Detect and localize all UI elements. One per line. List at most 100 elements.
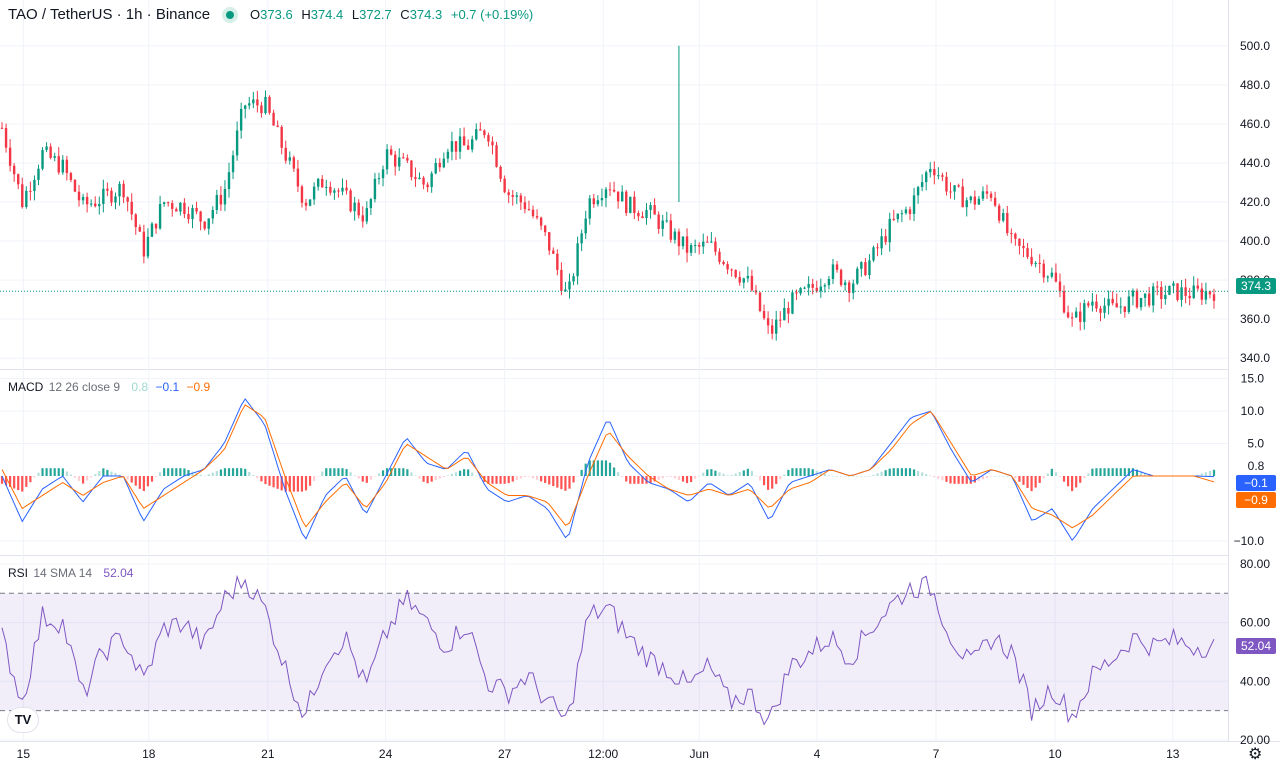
macd-hist-bar bbox=[1139, 471, 1143, 476]
candle-body bbox=[333, 190, 336, 193]
macd-hist-bar bbox=[503, 476, 506, 484]
candle-body bbox=[12, 165, 16, 175]
macd-hist-bar bbox=[381, 470, 385, 476]
symbol-title[interactable]: TAO / TetherUS · 1h · Binance bbox=[8, 6, 211, 23]
macd-hist-bar bbox=[604, 460, 608, 476]
high-value: 374.4 bbox=[310, 7, 344, 22]
candle-body bbox=[406, 157, 409, 161]
candle-body bbox=[1107, 298, 1110, 306]
candle-body bbox=[775, 319, 778, 334]
candle-body bbox=[860, 262, 863, 269]
candle-body bbox=[284, 147, 287, 161]
macd-hist-bar bbox=[1026, 476, 1029, 488]
candle-body bbox=[937, 175, 940, 177]
macd-hist-bar bbox=[98, 471, 101, 476]
macd-hist-bar bbox=[81, 476, 85, 484]
rsi-legend[interactable]: RSI 14 SMA 14 52.04 bbox=[8, 566, 133, 580]
candle-body bbox=[138, 227, 142, 232]
candle-body bbox=[475, 129, 478, 140]
macd-hist-bar bbox=[921, 472, 924, 476]
macd-hist-bar bbox=[1062, 476, 1066, 482]
candle-body bbox=[272, 112, 275, 126]
candle-body bbox=[657, 214, 660, 229]
macd-hist-bar bbox=[973, 476, 976, 483]
settings-gear-icon[interactable]: ⚙ bbox=[1248, 746, 1263, 763]
candle-body bbox=[576, 243, 579, 277]
candle-body bbox=[1074, 311, 1078, 318]
macd-hist-bar bbox=[406, 469, 409, 476]
macd-hist-value: 0.8 bbox=[131, 380, 149, 394]
candle-body bbox=[738, 277, 741, 283]
candle-body bbox=[649, 205, 652, 210]
candle-body bbox=[758, 292, 762, 312]
candle-body bbox=[1147, 293, 1151, 306]
candle-body bbox=[1196, 285, 1199, 289]
candle-body bbox=[369, 199, 373, 209]
candle-body bbox=[880, 236, 883, 249]
candle-body bbox=[762, 311, 766, 319]
tradingview-logo[interactable]: TV bbox=[8, 708, 38, 732]
candle-body bbox=[365, 208, 369, 222]
macd-hist-bar bbox=[953, 476, 956, 484]
candle-body bbox=[211, 209, 214, 219]
candle-body bbox=[471, 139, 474, 150]
macd-hist-bar bbox=[653, 476, 656, 482]
macd-tick-label: 5.0 bbox=[1247, 437, 1264, 451]
macd-hist-bar bbox=[844, 476, 847, 477]
macd-hist-bar bbox=[252, 475, 255, 476]
macd-hist-label: 0.8 bbox=[1236, 458, 1276, 474]
candle-body bbox=[645, 209, 648, 218]
candle-body bbox=[8, 147, 12, 166]
macd-hist-bar bbox=[1022, 476, 1025, 485]
candle-body bbox=[1180, 287, 1183, 300]
macd-hist-bar bbox=[29, 476, 32, 483]
candle-body bbox=[515, 195, 518, 197]
macd-hist-bar bbox=[227, 468, 231, 476]
macd-hist-bar bbox=[957, 476, 960, 484]
macd-hist-bar bbox=[1030, 476, 1033, 492]
candle-body bbox=[527, 209, 531, 211]
macd-legend[interactable]: MACD 12 26 close 9 0.8 −0.1 −0.9 bbox=[8, 380, 210, 394]
low-key: L bbox=[351, 7, 360, 22]
candle-body bbox=[973, 196, 977, 205]
time-tick-label: 12:00 bbox=[588, 747, 618, 761]
macd-hist-bar bbox=[325, 468, 328, 476]
candle-body bbox=[539, 217, 543, 226]
macd-hist-bar bbox=[961, 476, 964, 484]
macd-hist-bar bbox=[1071, 476, 1074, 492]
candle-body bbox=[41, 149, 44, 169]
macd-hist-bar bbox=[665, 476, 668, 477]
candle-body bbox=[321, 178, 324, 188]
candle-body bbox=[1070, 317, 1074, 319]
candle-body bbox=[588, 198, 591, 219]
candle-body bbox=[560, 269, 563, 292]
candle-body bbox=[993, 197, 997, 206]
macd-hist-bar bbox=[458, 470, 462, 476]
candle-body bbox=[852, 283, 855, 293]
candle-body bbox=[1046, 276, 1050, 278]
candle-body bbox=[77, 191, 81, 201]
macd-hist-bar bbox=[134, 476, 137, 486]
macd-hist-bar bbox=[791, 468, 794, 476]
candle-body bbox=[608, 189, 612, 191]
macd-hist-bar bbox=[491, 476, 494, 484]
macd-hist-bar bbox=[118, 474, 121, 476]
candle-body bbox=[1091, 301, 1094, 306]
macd-hist-bar bbox=[158, 472, 162, 476]
candle-body bbox=[535, 216, 539, 218]
macd-hist-bar bbox=[1131, 468, 1135, 476]
candle-body bbox=[1204, 291, 1208, 300]
macd-hist-bar bbox=[726, 475, 729, 476]
candle-body bbox=[673, 231, 677, 240]
candle-body bbox=[783, 308, 786, 321]
macd-hist-bar bbox=[645, 476, 648, 484]
macd-hist-bar bbox=[454, 472, 458, 476]
candle-body bbox=[85, 196, 89, 205]
macd-hist-bar bbox=[880, 471, 883, 476]
candle-body bbox=[1103, 305, 1106, 313]
candle-body bbox=[543, 225, 547, 233]
macd-hist-bar bbox=[689, 476, 693, 483]
candle-body bbox=[393, 154, 397, 167]
time-tick-label: 21 bbox=[261, 747, 275, 761]
